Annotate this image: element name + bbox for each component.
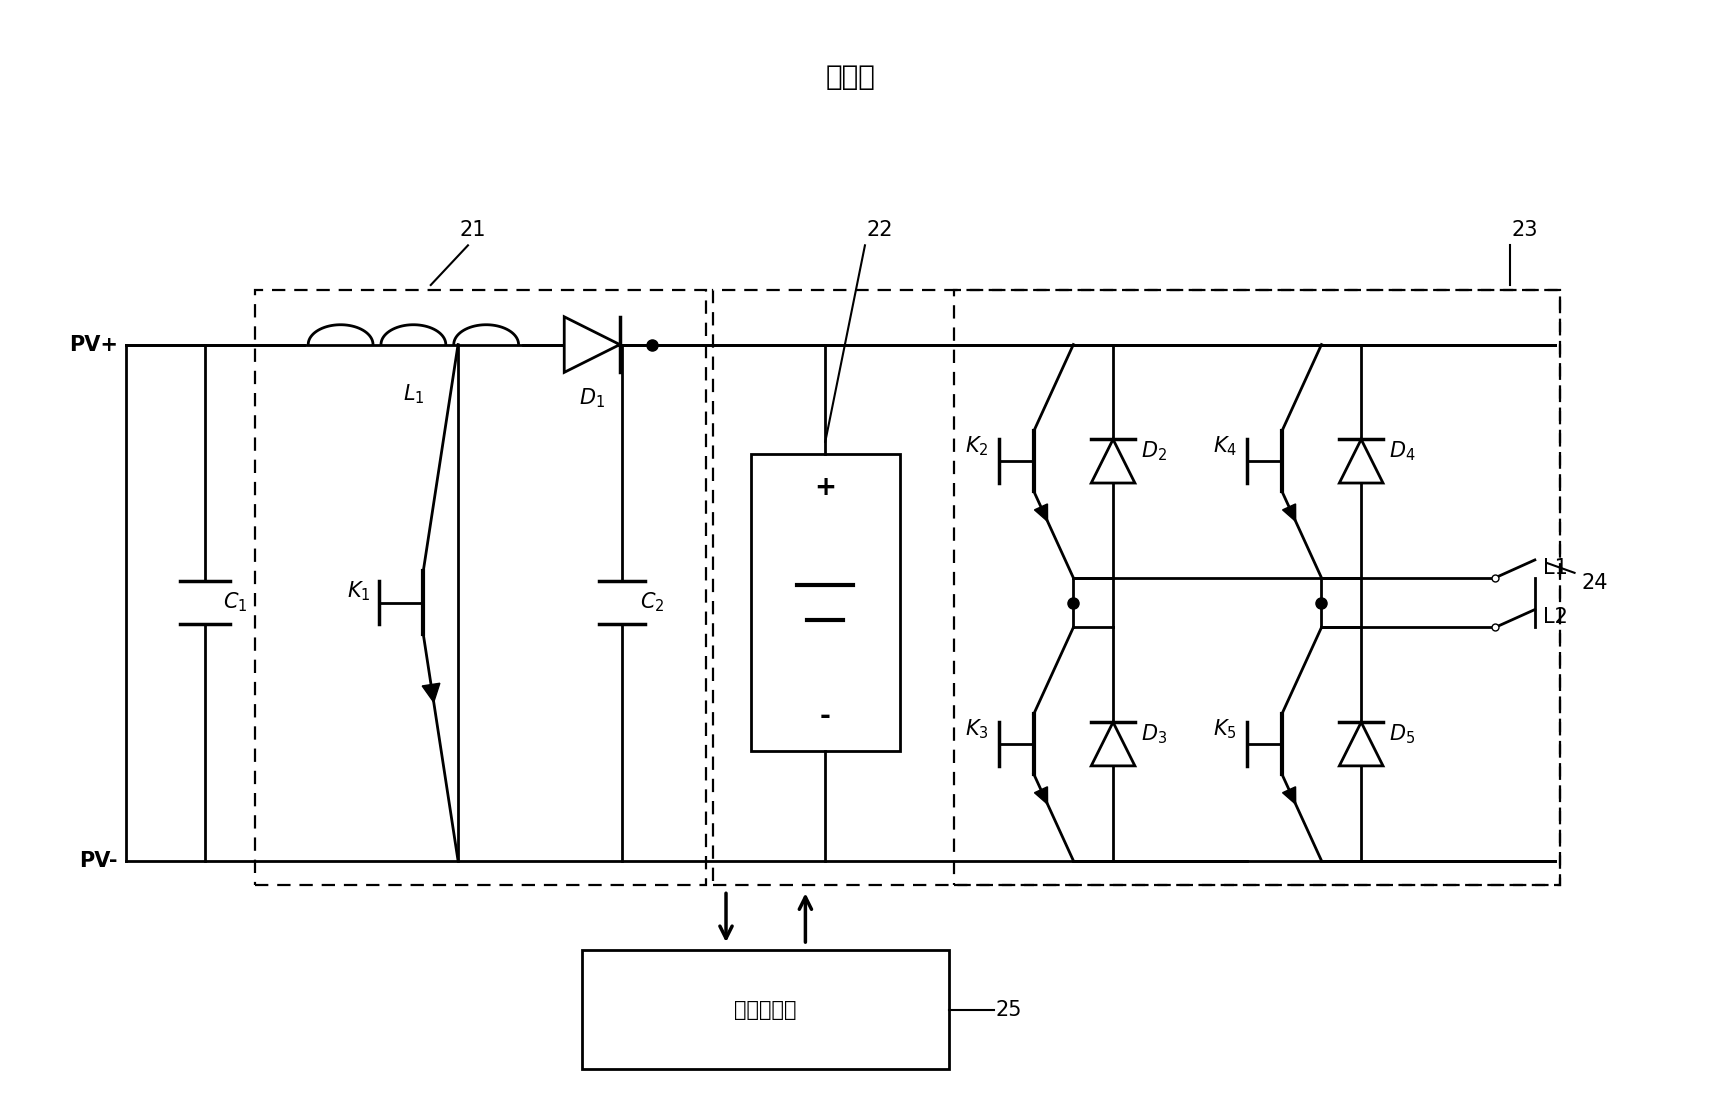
Bar [254,290,706,886]
Text: 单元控制器: 单元控制器 [735,999,797,1019]
Text: PV-: PV- [79,850,118,870]
Polygon shape [422,683,440,703]
Polygon shape [1339,722,1382,765]
Polygon shape [565,317,620,373]
Text: L2: L2 [1544,608,1568,628]
Text: -: - [819,704,831,730]
Text: +: + [814,475,836,502]
Text: $D_3$: $D_3$ [1140,722,1168,746]
Text: $K_5$: $K_5$ [1214,717,1238,741]
Polygon shape [1034,786,1047,804]
Polygon shape [1092,439,1135,483]
Text: 23: 23 [1511,221,1538,240]
Text: 单元体: 单元体 [826,63,876,90]
Text: $L_1$: $L_1$ [402,383,424,406]
Polygon shape [1339,439,1382,483]
Text: $C_1$: $C_1$ [223,591,247,614]
Text: $D_2$: $D_2$ [1140,439,1168,463]
Text: $D_4$: $D_4$ [1389,439,1415,463]
Bar [955,290,1559,886]
Text: L1: L1 [1544,558,1568,578]
Polygon shape [1283,786,1296,804]
Text: 22: 22 [867,221,893,240]
Text: $K_2$: $K_2$ [965,435,989,458]
Text: $K_3$: $K_3$ [965,717,989,741]
Text: $C_2$: $C_2$ [640,591,664,614]
Bar [713,290,1559,886]
Polygon shape [1092,722,1135,765]
Text: $K_1$: $K_1$ [347,579,371,602]
Text: $K_4$: $K_4$ [1212,435,1238,458]
Text: $D_5$: $D_5$ [1389,722,1415,746]
Polygon shape [1283,504,1296,522]
Text: 25: 25 [996,999,1022,1019]
Polygon shape [1034,504,1047,522]
Text: $D_1$: $D_1$ [579,386,604,410]
Text: PV+: PV+ [69,334,118,354]
Text: 21: 21 [460,221,486,240]
Bar [750,453,900,751]
Text: 24: 24 [1581,572,1607,592]
Bar [582,950,950,1069]
